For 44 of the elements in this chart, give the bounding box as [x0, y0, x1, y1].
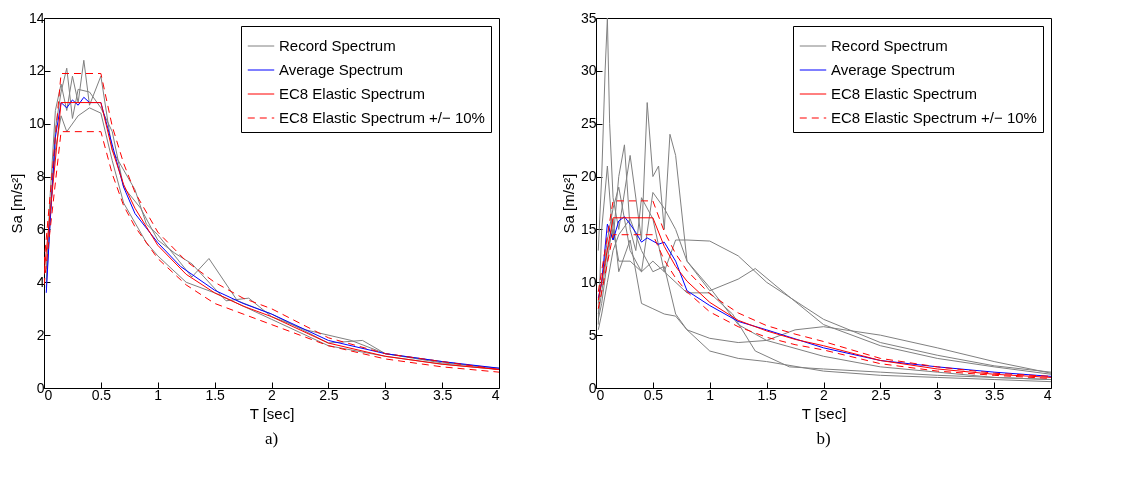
x-tick-label: 4 — [491, 386, 500, 403]
x-axis-title: T [sec] — [801, 404, 847, 422]
legend-label: EC8 Elastic Spectrum +/− 10% — [831, 109, 1037, 126]
legend-label: Average Spectrum — [279, 61, 403, 78]
x-axis-title: T [sec] — [249, 404, 295, 422]
x-tick-label: 3.5 — [432, 386, 453, 403]
y-tick-label: 2 — [36, 326, 45, 343]
legend-label: EC8 Elastic Spectrum +/− 10% — [279, 109, 485, 126]
x-tick-label: 1.5 — [757, 386, 778, 403]
y-tick-label: 8 — [36, 168, 45, 185]
y-tick-label: 10 — [28, 115, 45, 132]
y-tick-label: 14 — [28, 9, 45, 26]
y-axis-title: Sa [m/s²] — [559, 173, 577, 234]
text: a) — [264, 429, 279, 448]
x-tick-label: 4 — [1043, 386, 1052, 403]
y-tick-label: 12 — [28, 62, 45, 79]
legend-label: EC8 Elastic Spectrum — [279, 85, 425, 102]
y-tick-label: 4 — [36, 273, 45, 290]
y-tick-label: 30 — [580, 62, 597, 79]
x-tick-label: 2 — [820, 386, 829, 403]
x-tick-label: 2.5 — [319, 386, 339, 403]
text: b) — [816, 429, 831, 448]
y-tick-label: 20 — [580, 168, 597, 185]
x-tick-label: 1 — [154, 386, 163, 403]
x-tick-label: 2.5 — [871, 386, 891, 403]
x-tick-label: 0.5 — [643, 386, 664, 403]
legend-label: EC8 Elastic Spectrum — [831, 85, 977, 102]
legend-label: Record Spectrum — [279, 37, 396, 54]
x-tick-label: 3 — [933, 386, 942, 403]
y-tick-label: 5 — [588, 326, 597, 343]
y-tick-label: 35 — [580, 9, 597, 26]
y-tick-label: 6 — [36, 220, 45, 237]
x-tick-label: 3.5 — [984, 386, 1005, 403]
y-tick-label: 25 — [580, 115, 597, 132]
y-axis-title: Sa [m/s²] — [7, 173, 25, 234]
legend-label: Average Spectrum — [831, 61, 955, 78]
legend-label: Record Spectrum — [831, 37, 948, 54]
y-tick-label: 10 — [580, 273, 597, 290]
x-tick-label: 3 — [381, 386, 390, 403]
x-tick-label: 2 — [268, 386, 277, 403]
x-tick-label: 0.5 — [91, 386, 112, 403]
x-tick-label: 1 — [706, 386, 715, 403]
y-tick-label: 15 — [580, 220, 597, 237]
x-tick-label: 1.5 — [205, 386, 226, 403]
